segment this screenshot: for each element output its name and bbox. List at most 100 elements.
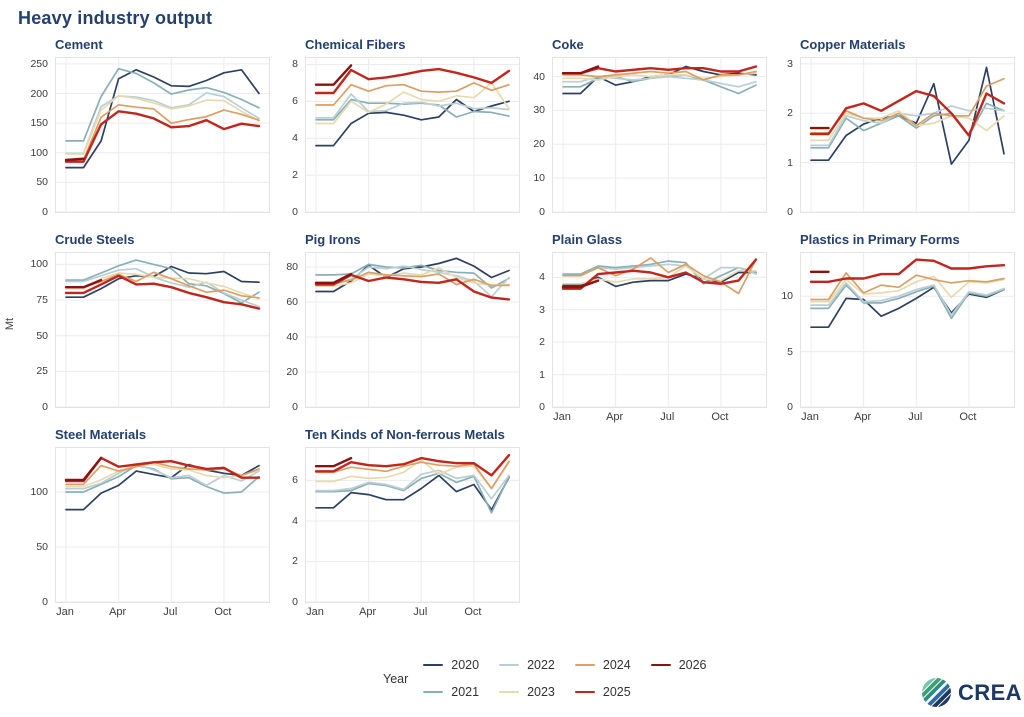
series-line-2020 xyxy=(315,98,510,147)
y-axis-label: Mt xyxy=(4,317,17,331)
series-line-2026 xyxy=(314,64,353,86)
y-tick-label: 0 xyxy=(42,596,48,608)
chart-panel-chemical-fibers: Chemical Fibers 0 2 4 6 8 xyxy=(277,36,520,218)
series-line-2026 xyxy=(64,157,85,162)
y-tick-label: 2 xyxy=(292,555,298,568)
plot-area xyxy=(55,447,270,603)
chart-panel-pig-irons: Pig Irons 0 20 40 60 80 xyxy=(277,231,520,413)
y-tick-label: 150 xyxy=(30,117,48,130)
y-tick-label: 2 xyxy=(539,336,545,349)
legend-swatch-2026 xyxy=(650,663,671,667)
y-tick-label: 0 xyxy=(292,206,298,218)
y-tick-label: 20 xyxy=(533,138,545,151)
series-line-2023 xyxy=(315,267,510,288)
plot-svg xyxy=(56,448,269,602)
series-line-2021 xyxy=(562,260,757,285)
y-tick-label: 3 xyxy=(787,57,793,70)
y-tick-label: 60 xyxy=(286,296,298,308)
plot-svg xyxy=(553,253,766,407)
plot-area xyxy=(305,252,520,408)
y-tick-label: 4 xyxy=(539,271,545,284)
legend-swatch-2021 xyxy=(423,690,444,694)
x-tick-label: Jul xyxy=(163,606,178,618)
legend-label: 2021 xyxy=(451,685,480,699)
y-tick-label: 0 xyxy=(787,401,793,413)
series-line-2021 xyxy=(315,98,510,121)
chart-title: Coke xyxy=(552,37,584,52)
series-line-2024 xyxy=(315,271,510,287)
y-axis-ticks: 0 50 100 150 200 250 xyxy=(27,57,51,218)
plot-svg xyxy=(306,58,519,212)
y-tick-label: 50 xyxy=(36,541,48,553)
y-tick-label: 0 xyxy=(787,206,793,218)
chart-title: Plastics in Primary Forms xyxy=(800,232,960,247)
y-tick-label: 25 xyxy=(36,365,48,378)
plot-svg xyxy=(306,448,519,602)
y-tick-label: 10 xyxy=(533,172,545,185)
y-tick-label: 2 xyxy=(292,169,298,182)
y-tick-label: 0 xyxy=(539,206,545,218)
y-tick-label: 10 xyxy=(781,290,793,303)
chart-panel-cement: Cement 0 50 100 150 200 250 xyxy=(27,36,270,218)
chart-title: Cement xyxy=(55,37,103,52)
y-axis-ticks: 0 10 20 30 40 xyxy=(524,57,548,218)
crea-logo: CREA xyxy=(921,677,1022,708)
y-tick-label: 40 xyxy=(286,331,298,343)
series-line-2020 xyxy=(810,286,1005,329)
legend-swatch-2023 xyxy=(499,690,520,694)
legend-label: 2026 xyxy=(678,658,707,672)
y-axis-ticks: 0 2 4 6 8 xyxy=(277,57,301,218)
series-line-2020 xyxy=(65,463,260,511)
x-axis-ticks: Jan Apr Jul Oct xyxy=(55,606,270,622)
legend-item-2024: 2024 xyxy=(574,656,631,674)
chart-panel-steel-materials: Steel Materials 0 50 100 Jan Apr Jul Oct xyxy=(27,426,270,618)
y-tick-label: 8 xyxy=(292,58,298,71)
chart-panel-copper-materials: Copper Materials 0 1 2 3 xyxy=(772,36,1015,218)
y-tick-label: 100 xyxy=(30,258,48,271)
chart-title: Copper Materials xyxy=(800,37,906,52)
chart-panel-plain-glass: Plain Glass 0 1 2 3 4 Jan Apr Jul Oct xyxy=(524,231,767,423)
x-axis-ticks xyxy=(305,411,520,427)
series-line-2024 xyxy=(65,103,260,161)
legend-swatch-2022 xyxy=(499,663,520,667)
y-axis-ticks: 0 2 4 6 xyxy=(277,447,301,608)
series-line-2025 xyxy=(314,453,511,477)
legend-swatch-2025 xyxy=(574,690,595,694)
x-axis-ticks: Jan Apr Jul Oct xyxy=(800,411,1015,427)
legend-label: 2023 xyxy=(527,685,555,699)
plot-area xyxy=(552,252,767,408)
y-axis-ticks: 0 25 50 75 100 xyxy=(27,252,51,413)
series-line-2023 xyxy=(810,109,1005,142)
x-axis-ticks: Jan Apr Jul Oct xyxy=(305,606,520,622)
y-tick-label: 200 xyxy=(30,87,48,100)
x-tick-label: Oct xyxy=(711,411,729,423)
x-axis-ticks xyxy=(800,216,1015,232)
legend: Year 2020 2021 2022 2023 2024 2025 2026 xyxy=(383,656,707,701)
series-line-2020 xyxy=(65,265,260,299)
y-axis-ticks: 0 20 40 60 80 xyxy=(277,252,301,413)
x-tick-label: Apr xyxy=(359,606,377,618)
series-line-2021 xyxy=(810,284,1005,320)
y-tick-label: 2 xyxy=(787,107,793,120)
page-title: Heavy industry output xyxy=(18,8,213,28)
series-line-2022 xyxy=(315,469,510,500)
y-tick-label: 5 xyxy=(787,345,793,358)
y-tick-label: 1 xyxy=(787,156,793,169)
plot-svg xyxy=(801,253,1014,407)
x-axis-ticks xyxy=(305,216,520,232)
plot-area xyxy=(552,57,767,213)
legend-title: Year xyxy=(383,671,409,686)
series-line-2023 xyxy=(315,459,510,490)
series-line-2025 xyxy=(561,65,758,75)
legend-items: 2020 2021 2022 2023 2024 2025 2026 xyxy=(423,656,707,701)
x-tick-label: Jan xyxy=(801,411,819,423)
plot-svg xyxy=(56,253,269,407)
series-line-2021 xyxy=(65,259,260,304)
legend-label: 2020 xyxy=(451,658,480,672)
series-line-2025 xyxy=(561,258,758,290)
series-line-2022 xyxy=(65,463,260,490)
y-tick-label: 50 xyxy=(36,176,48,189)
series-line-2023 xyxy=(562,72,757,81)
y-tick-label: 3 xyxy=(539,303,545,316)
chart-title: Chemical Fibers xyxy=(305,37,406,52)
